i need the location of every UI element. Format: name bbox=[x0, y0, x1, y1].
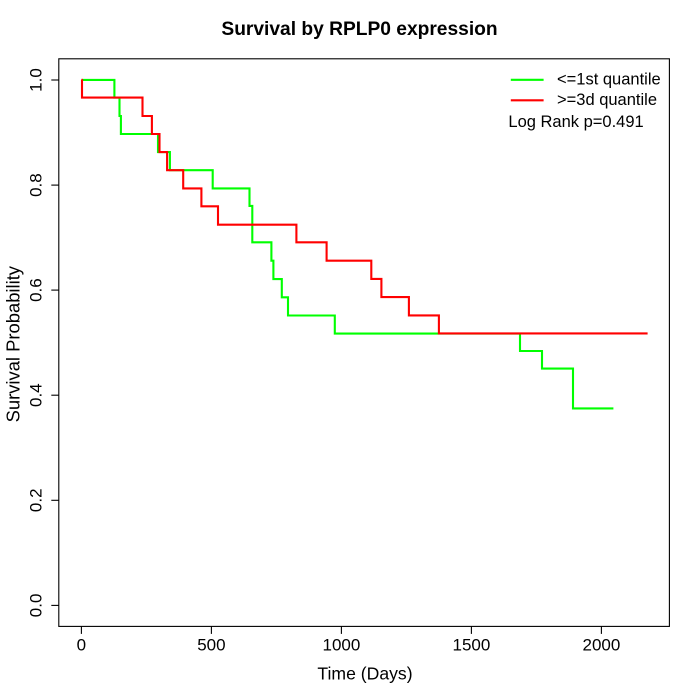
svg-text:Log Rank p=0.491: Log Rank p=0.491 bbox=[508, 113, 643, 131]
svg-text:1000: 1000 bbox=[322, 636, 360, 655]
svg-text:2000: 2000 bbox=[582, 636, 620, 655]
svg-text:0.2: 0.2 bbox=[26, 488, 45, 512]
svg-text:<=1st quantile: <=1st quantile bbox=[557, 70, 661, 88]
svg-text:500: 500 bbox=[197, 636, 225, 655]
svg-text:0.0: 0.0 bbox=[26, 594, 45, 618]
svg-text:1500: 1500 bbox=[452, 636, 490, 655]
svg-text:Time (Days): Time (Days) bbox=[317, 664, 412, 684]
svg-text:0: 0 bbox=[77, 636, 86, 655]
svg-text:0.6: 0.6 bbox=[26, 278, 45, 302]
svg-text:1.0: 1.0 bbox=[26, 68, 45, 92]
svg-text:>=3d quantile: >=3d quantile bbox=[557, 91, 657, 109]
svg-text:Survival by RPLP0 expression: Survival by RPLP0 expression bbox=[221, 19, 497, 40]
svg-text:Survival Probability: Survival Probability bbox=[3, 265, 24, 422]
svg-text:0.4: 0.4 bbox=[26, 383, 45, 407]
svg-text:0.8: 0.8 bbox=[26, 173, 45, 197]
